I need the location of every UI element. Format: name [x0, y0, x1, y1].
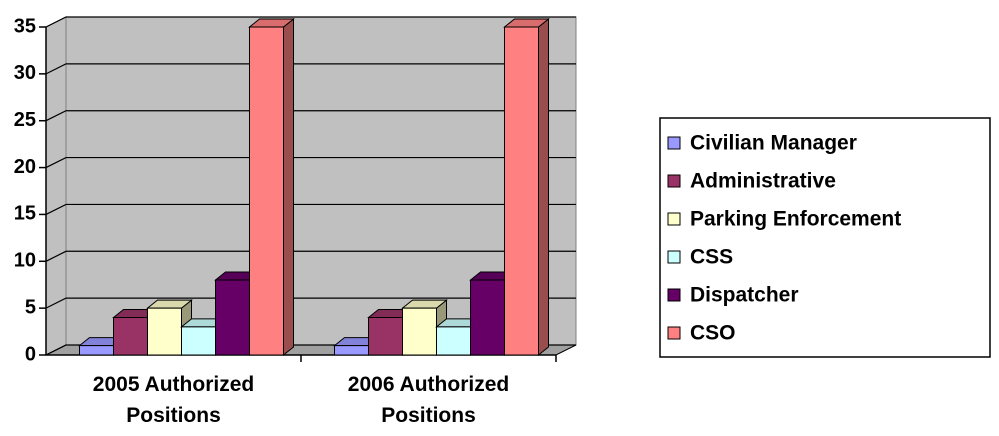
x-tick-label: 2006 Authorized Positions — [347, 373, 510, 427]
bar-front — [181, 326, 216, 356]
legend-label: Civilian Manager — [690, 132, 857, 155]
bar-front — [470, 279, 505, 356]
bar — [248, 17, 295, 357]
grid-line — [45, 297, 576, 309]
bar-front — [79, 345, 114, 356]
bar-front — [215, 279, 250, 356]
y-tick-label: 30 — [14, 62, 36, 84]
bar-front — [147, 307, 182, 356]
y-tick-label: 15 — [14, 203, 36, 225]
legend-swatch — [667, 250, 681, 264]
bar-front — [504, 26, 539, 356]
y-tick-label: 10 — [14, 250, 36, 272]
legend-box — [659, 117, 991, 358]
bar-side — [283, 17, 294, 357]
legend-label: CSS — [690, 246, 733, 269]
bar-front — [334, 345, 369, 356]
bar-front — [113, 317, 148, 356]
legend-swatch — [667, 136, 681, 150]
legend-label: CSO — [690, 322, 736, 345]
legend-swatch — [667, 288, 681, 302]
bar-side — [538, 17, 549, 357]
bar — [503, 17, 550, 357]
bar-front — [368, 317, 403, 356]
legend-swatch — [667, 212, 681, 226]
y-tick-label: 5 — [25, 296, 36, 318]
grid-line — [45, 110, 576, 122]
x-tick-label: 2005 Authorized Positions — [92, 373, 255, 427]
grid-line — [45, 203, 576, 215]
bar-front — [436, 326, 471, 356]
legend-swatch — [667, 174, 681, 188]
y-tick-label: 35 — [14, 15, 36, 37]
legend-swatch — [667, 326, 681, 340]
legend-label: Dispatcher — [690, 284, 799, 307]
side-wall — [45, 16, 67, 356]
y-tick-label: 20 — [14, 156, 36, 178]
legend-label: Administrative — [690, 170, 836, 193]
y-tick-label: 25 — [14, 109, 36, 131]
grid-line — [45, 63, 576, 75]
bar-front — [249, 26, 284, 356]
grid-line — [45, 250, 576, 262]
bar-front — [402, 307, 437, 356]
legend-label: Parking Enforcement — [690, 208, 901, 231]
y-tick-label: 0 — [25, 343, 36, 365]
grid-line — [45, 16, 576, 28]
grid-line — [45, 156, 576, 169]
